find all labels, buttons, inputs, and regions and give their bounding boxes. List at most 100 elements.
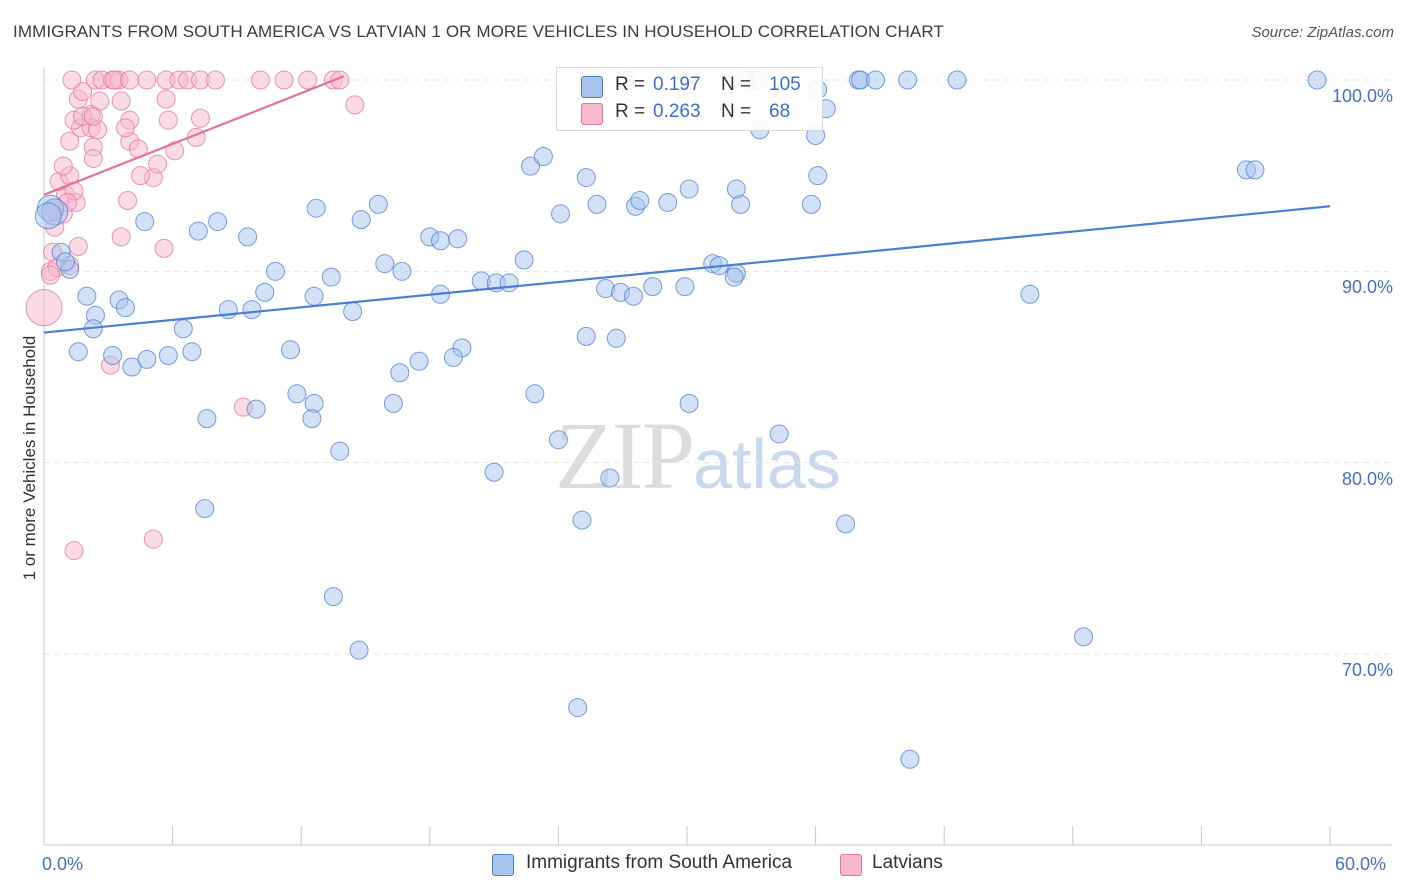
legend-n-label: N = — [721, 101, 752, 122]
y-tick-label: 90.0% — [1341, 277, 1393, 298]
data-point-latvians — [62, 70, 82, 90]
legend-swatch-blue — [492, 854, 514, 876]
data-point-south-america — [521, 156, 541, 176]
data-point-south-america — [375, 254, 395, 274]
legend-n-value: 105 — [769, 74, 801, 95]
legend-r-value: 0.197 — [653, 74, 701, 95]
series-latvians-points — [25, 70, 365, 561]
data-point-south-america — [1020, 284, 1040, 304]
data-point-latvians — [143, 529, 163, 549]
data-point-south-america — [623, 286, 643, 306]
data-point-south-america — [643, 277, 663, 297]
data-point-latvians — [53, 156, 73, 176]
data-point-south-america — [658, 192, 678, 212]
data-point-south-america — [525, 384, 545, 404]
data-point-latvians — [111, 91, 131, 111]
data-point-latvians — [158, 110, 178, 130]
data-point-latvians — [130, 166, 150, 186]
data-point-south-america — [568, 698, 588, 718]
x-tick-label-min: 0.0% — [42, 854, 84, 874]
data-point-latvians — [156, 89, 176, 109]
data-point-south-america — [600, 468, 620, 488]
data-point-south-america — [255, 282, 275, 302]
chart-title: IMMIGRANTS FROM SOUTH AMERICA VS LATVIAN… — [13, 22, 944, 41]
data-point-south-america — [630, 191, 650, 211]
data-point-latvians — [205, 70, 225, 90]
data-point-latvians — [40, 265, 60, 285]
data-point-latvians — [137, 70, 157, 90]
data-point-latvians — [111, 227, 131, 247]
data-point-south-america — [265, 261, 285, 281]
data-point-south-america — [208, 212, 228, 232]
data-point-south-america — [679, 179, 699, 199]
data-point-latvians — [274, 70, 294, 90]
data-point-south-america — [484, 462, 504, 482]
watermark-zip: ZIP — [555, 402, 695, 509]
data-point-south-america — [409, 351, 429, 371]
data-point-south-america — [122, 357, 142, 377]
data-point-south-america — [551, 204, 571, 224]
trend-lines — [43, 75, 1331, 334]
data-point-south-america — [280, 340, 300, 360]
data-point-south-america — [246, 399, 266, 419]
data-point-south-america — [302, 409, 322, 429]
data-point-south-america — [68, 342, 88, 362]
data-point-south-america — [1245, 160, 1265, 180]
legend-label-south-america: Immigrants from South America — [526, 852, 793, 873]
data-point-south-america — [808, 166, 828, 186]
data-point-latvians — [298, 70, 318, 90]
y-axis-label: 1 or more Vehicles in Household — [20, 335, 39, 581]
data-point-south-america — [34, 202, 62, 230]
data-point-latvians — [190, 108, 210, 128]
data-point-latvians — [120, 70, 140, 90]
legend-r-label: R = — [615, 101, 646, 122]
data-point-south-america — [323, 587, 343, 607]
data-point-latvians — [115, 118, 135, 138]
data-point-south-america — [182, 342, 202, 362]
data-point-south-america — [431, 231, 451, 251]
data-point-latvians — [60, 131, 80, 151]
data-point-south-america — [351, 210, 371, 230]
data-point-south-america — [514, 250, 534, 270]
data-point-south-america — [836, 514, 856, 534]
y-tick-label: 80.0% — [1341, 468, 1393, 489]
data-point-south-america — [55, 252, 75, 272]
legend-swatch-pink — [840, 854, 862, 876]
legend-swatch-blue — [581, 76, 603, 98]
data-point-south-america — [724, 267, 744, 287]
data-point-latvians — [165, 141, 185, 161]
data-point-south-america — [197, 409, 217, 429]
data-point-south-america — [1307, 70, 1327, 90]
axes — [43, 68, 1392, 846]
data-point-south-america — [158, 346, 178, 366]
data-point-south-america — [448, 229, 468, 249]
y-tick-label: 100.0% — [1331, 86, 1393, 106]
data-point-latvians — [25, 289, 63, 327]
data-point-south-america — [383, 393, 403, 413]
trend-line-latvians — [43, 75, 345, 196]
data-point-south-america — [392, 261, 412, 281]
data-point-south-america — [390, 363, 410, 383]
data-point-south-america — [137, 349, 157, 369]
data-point-south-america — [1074, 627, 1094, 647]
data-point-latvians — [148, 154, 168, 174]
x-tick-label-max: 60.0% — [1335, 854, 1387, 874]
data-point-south-america — [304, 286, 324, 306]
legend-n-label: N = — [721, 74, 752, 95]
data-point-south-america — [306, 198, 326, 218]
data-point-south-america — [900, 749, 920, 769]
data-point-south-america — [242, 300, 262, 320]
data-point-south-america — [499, 273, 519, 293]
data-point-latvians — [68, 236, 88, 256]
y-tick-label: 70.0% — [1341, 660, 1393, 680]
data-point-south-america — [321, 267, 341, 287]
data-point-south-america — [572, 510, 592, 530]
data-point-south-america — [287, 384, 307, 404]
data-point-south-america — [368, 194, 388, 214]
data-point-south-america — [548, 430, 568, 450]
data-point-south-america — [726, 179, 746, 199]
data-point-south-america — [173, 319, 193, 339]
data-point-latvians — [83, 148, 103, 168]
stats-legend: R = 0.197 N = 105 R = 0.263 N = 68 — [556, 67, 823, 131]
